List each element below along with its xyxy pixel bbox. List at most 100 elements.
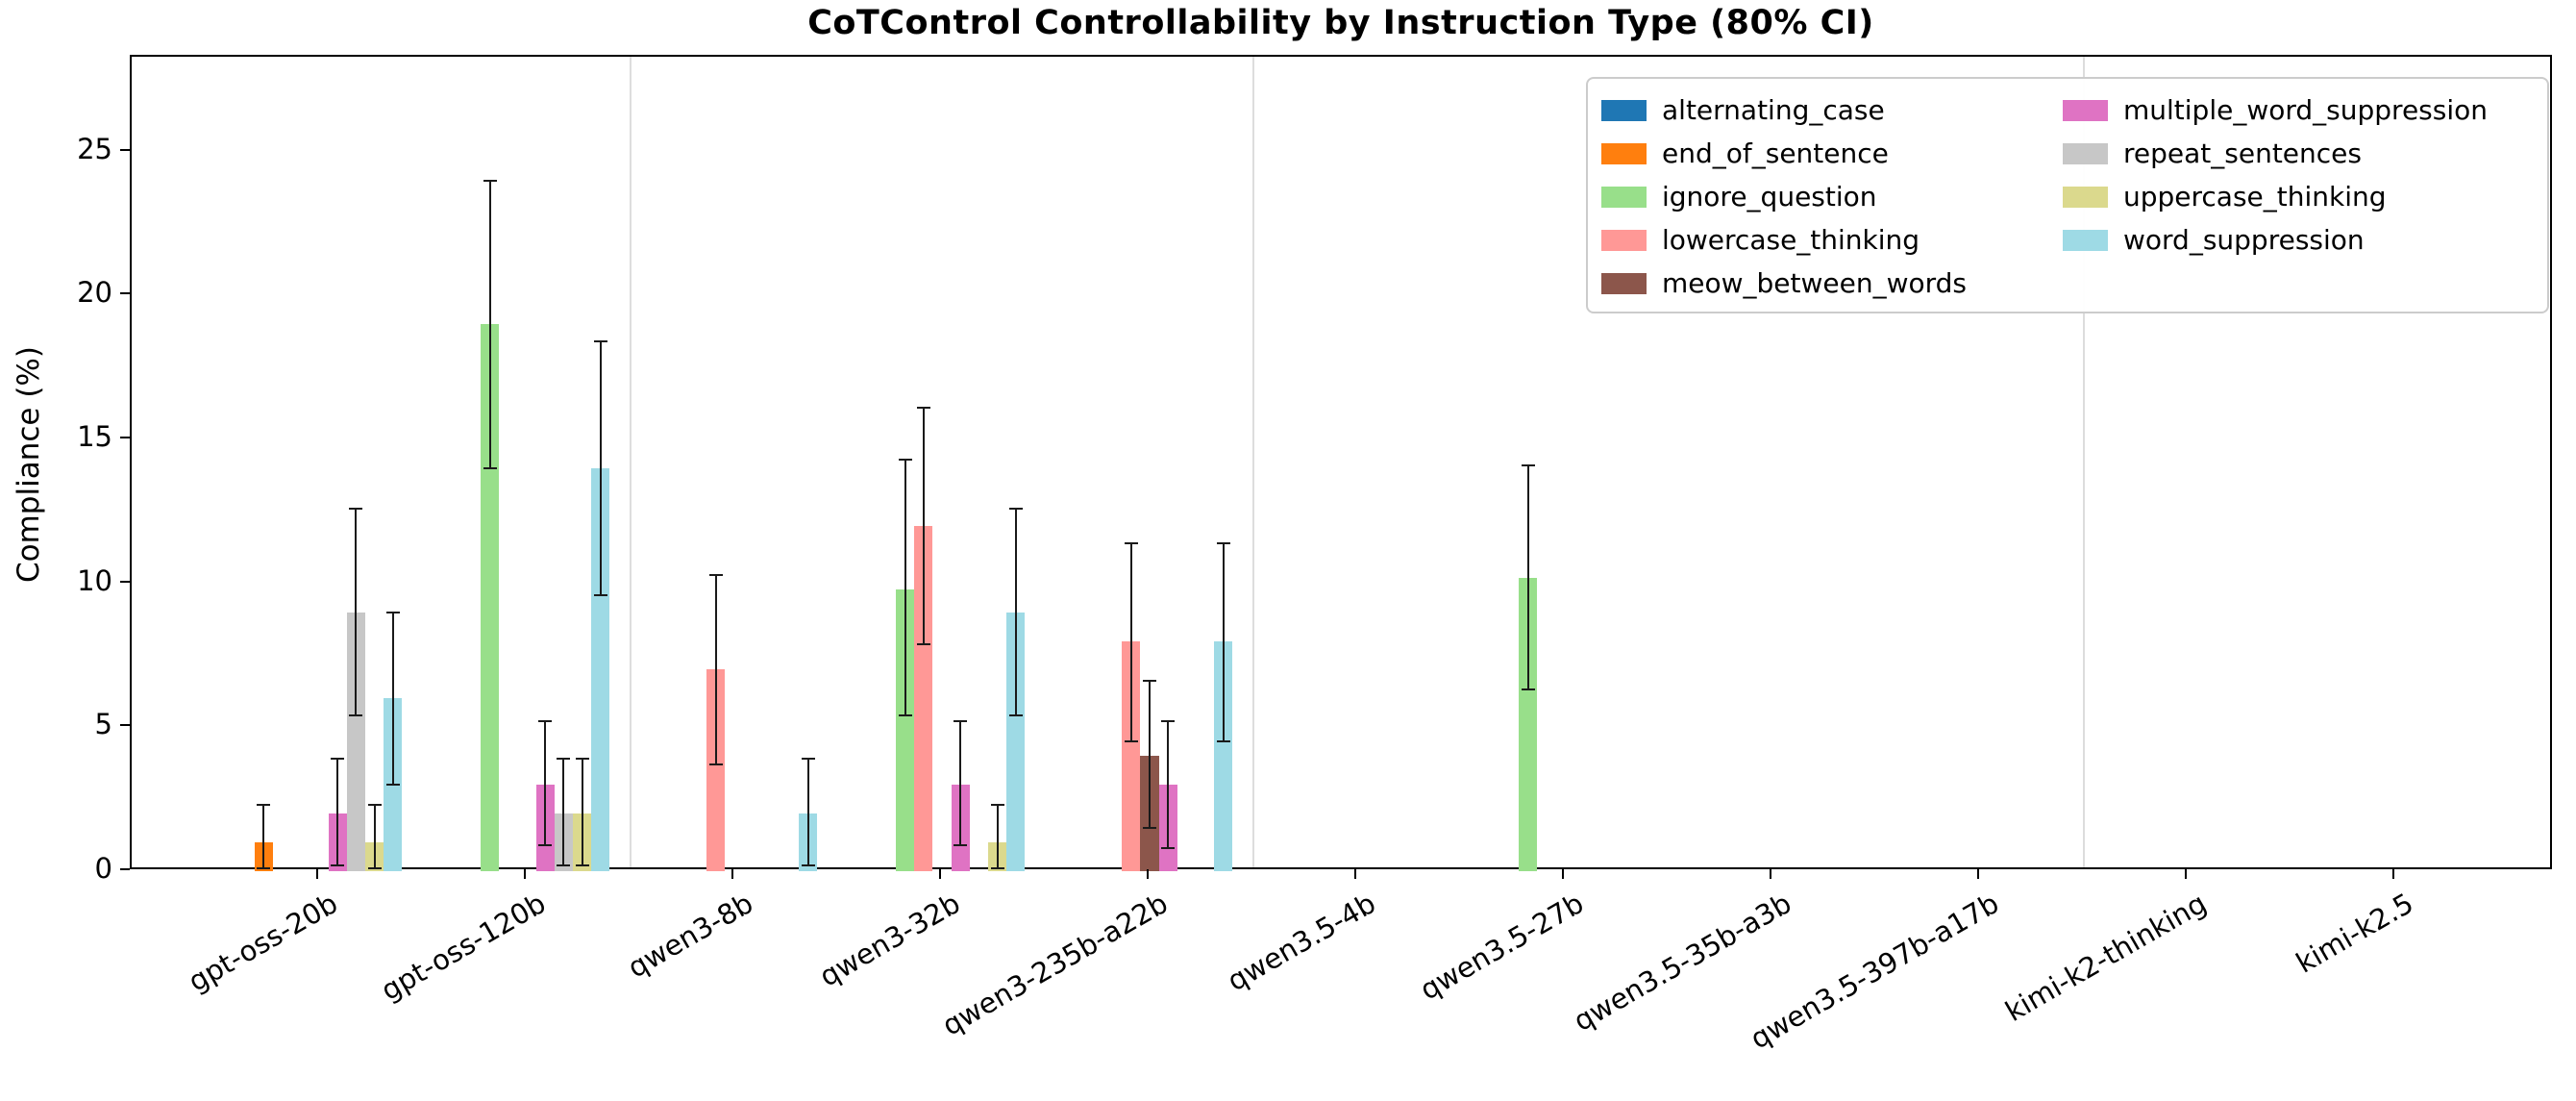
bar-qwen3.5-27b-ignore_question xyxy=(1519,577,1538,871)
errorbar-cap xyxy=(1143,680,1156,683)
x-tick-mark xyxy=(1977,869,1979,879)
y-tick-label: 10 xyxy=(77,563,112,597)
errorbar-cap xyxy=(575,864,589,866)
y-tick-mark xyxy=(120,580,130,583)
errorbar-cap xyxy=(538,720,553,723)
x-tick-mark xyxy=(316,869,318,879)
errorbar-qwen3-235b-a22b-multiple_word_suppression xyxy=(1167,721,1170,849)
errorbar-cap xyxy=(1124,740,1138,743)
y-tick-label: 0 xyxy=(94,852,112,885)
errorbar-cap xyxy=(367,867,382,869)
x-tick-mark xyxy=(939,869,941,879)
errorbar-cap xyxy=(385,784,400,787)
errorbar-cap xyxy=(954,844,968,847)
bar-qwen3-235b-a22b-word_suppression xyxy=(1214,640,1233,871)
errorbar-qwen3-235b-a22b-meow_between_words xyxy=(1149,681,1151,829)
errorbar-cap xyxy=(898,714,912,717)
x-tick-mark xyxy=(2392,869,2394,879)
x-tick-label-kimi-k2-thinking: kimi-k2-thinking xyxy=(1999,887,2212,1029)
errorbar-gpt-oss-20b-multiple_word_suppression xyxy=(336,759,339,865)
bar-gpt-oss-120b-word_suppression xyxy=(591,467,610,871)
errorbar-cap xyxy=(1008,714,1023,717)
legend-item-repeat_sentences: repeat_sentences xyxy=(2063,132,2534,175)
legend-item-ignore_question: ignore_question xyxy=(1601,175,2063,218)
legend-item-lowercase_thinking: lowercase_thinking xyxy=(1601,218,2063,262)
legend-item-meow_between_words: meow_between_words xyxy=(1601,262,2063,305)
family-separator xyxy=(1252,57,1254,867)
chart-title: CoTControl Controllability by Instructio… xyxy=(807,4,1874,42)
x-tick-label-gpt-oss-120b: gpt-oss-120b xyxy=(375,887,551,1008)
errorbar-qwen3.5-27b-ignore_question xyxy=(1526,464,1529,690)
errorbar-cap xyxy=(801,864,815,866)
legend-item-uppercase_thinking: uppercase_thinking xyxy=(2063,175,2534,218)
errorbar-cap xyxy=(557,864,571,866)
errorbar-qwen3-235b-a22b-word_suppression xyxy=(1222,542,1225,742)
errorbar-gpt-oss-120b-multiple_word_suppression xyxy=(544,721,547,846)
x-tick-label-qwen3.5-27b: qwen3.5-27b xyxy=(1414,887,1589,1007)
errorbar-cap xyxy=(898,459,912,461)
x-tick-label-qwen3.5-4b: qwen3.5-4b xyxy=(1222,887,1381,998)
x-tick-mark xyxy=(2185,869,2187,879)
errorbar-cap xyxy=(349,714,363,717)
bar-qwen3-32b-word_suppression xyxy=(1006,612,1026,871)
x-tick-label-qwen3-32b: qwen3-32b xyxy=(814,887,966,993)
errorbar-gpt-oss-120b-repeat_sentences xyxy=(562,759,565,865)
legend-label: repeat_sentences xyxy=(2123,138,2362,169)
errorbar-cap xyxy=(990,804,1004,807)
errorbar-cap xyxy=(1008,507,1023,510)
errorbar-cap xyxy=(1521,463,1535,466)
family-separator xyxy=(630,57,632,867)
errorbar-gpt-oss-20b-word_suppression xyxy=(391,612,394,786)
x-tick-mark xyxy=(1147,869,1149,879)
x-tick-mark xyxy=(1770,869,1771,879)
legend-swatch-icon xyxy=(1601,229,1647,251)
legend-label: lowercase_thinking xyxy=(1662,224,1920,256)
errorbar-qwen3-32b-multiple_word_suppression xyxy=(959,721,962,846)
errorbar-cap xyxy=(257,804,271,807)
legend-label: multiple_word_suppression xyxy=(2123,94,2488,126)
errorbar-qwen3-8b-word_suppression xyxy=(806,759,809,865)
bar-qwen3-235b-a22b-lowercase_thinking xyxy=(1122,640,1141,871)
x-tick-mark xyxy=(1562,869,1564,879)
errorbar-cap xyxy=(1161,847,1176,850)
legend-label: uppercase_thinking xyxy=(2123,181,2387,213)
errorbar-cap xyxy=(1124,541,1138,544)
errorbar-qwen3-8b-lowercase_thinking xyxy=(714,574,717,765)
y-tick-label: 15 xyxy=(77,420,112,454)
bar-qwen3-32b-ignore_question xyxy=(896,588,915,871)
errorbar-cap xyxy=(954,720,968,723)
legend-swatch-icon xyxy=(1601,142,1647,164)
errorbar-cap xyxy=(1161,720,1176,723)
errorbar-cap xyxy=(708,573,723,576)
errorbar-cap xyxy=(708,763,723,766)
y-tick-mark xyxy=(120,292,130,295)
x-tick-label-qwen3-8b: qwen3-8b xyxy=(622,887,758,985)
errorbar-gpt-oss-120b-ignore_question xyxy=(488,180,491,468)
errorbar-cap xyxy=(801,758,815,761)
errorbar-cap xyxy=(483,466,497,469)
errorbar-gpt-oss-120b-word_suppression xyxy=(599,341,602,595)
bar-gpt-oss-20b-repeat_sentences xyxy=(346,612,365,871)
errorbar-qwen3-32b-uppercase_thinking xyxy=(996,805,999,868)
errorbar-cap xyxy=(990,867,1004,869)
errorbar-cap xyxy=(483,179,497,182)
x-tick-label-qwen3-235b-a22b: qwen3-235b-a22b xyxy=(936,887,1174,1042)
legend: alternating_case end_of_sentence ignore_qu… xyxy=(1586,77,2549,313)
bar-qwen3-8b-lowercase_thinking xyxy=(706,669,726,871)
errorbar-cap xyxy=(593,593,607,596)
errorbar-cap xyxy=(349,507,363,510)
legend-swatch-icon xyxy=(2063,186,2108,208)
x-tick-mark xyxy=(1354,869,1356,879)
errorbar-qwen3-32b-word_suppression xyxy=(1014,508,1017,716)
legend-swatch-icon xyxy=(2063,142,2108,164)
errorbar-cap xyxy=(367,804,382,807)
bar-gpt-oss-120b-ignore_question xyxy=(481,324,500,871)
errorbar-cap xyxy=(916,407,930,410)
errorbar-cap xyxy=(1216,541,1230,544)
legend-label: word_suppression xyxy=(2123,224,2365,256)
errorbar-cap xyxy=(538,844,553,847)
errorbar-cap xyxy=(557,758,571,761)
errorbar-cap xyxy=(1216,740,1230,743)
y-tick-mark xyxy=(120,868,130,870)
